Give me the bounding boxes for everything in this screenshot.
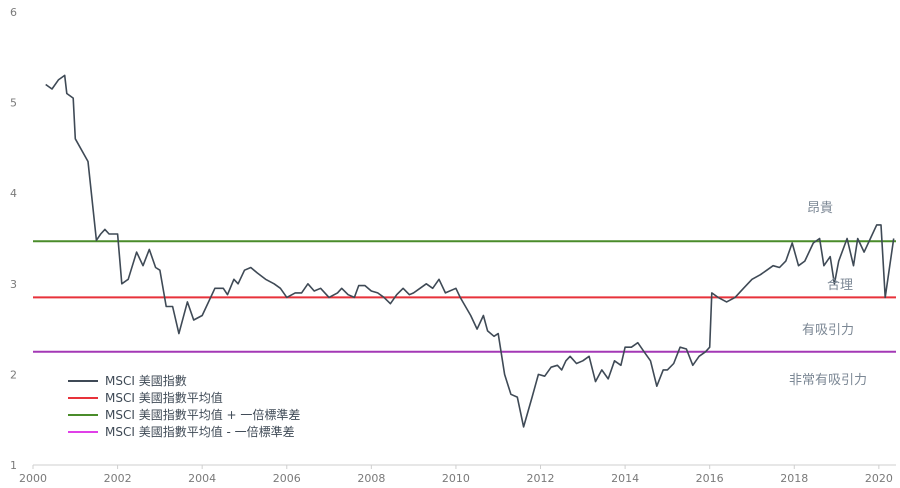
legend-label: MSCI 美國指數平均值 + 一倍標準差 xyxy=(105,407,300,422)
x-tick-label: 2010 xyxy=(442,472,470,485)
series-line xyxy=(45,74,895,428)
x-tick-label: 2020 xyxy=(865,472,893,485)
zone-label: 有吸引力 xyxy=(802,323,854,338)
y-tick-label: 5 xyxy=(10,97,17,110)
series-layer xyxy=(45,74,895,428)
legend-label: MSCI 美國指數平均值 xyxy=(105,390,223,405)
y-tick-label: 2 xyxy=(10,368,17,381)
x-tick-label: 2004 xyxy=(188,472,216,485)
x-tick-label: 2018 xyxy=(780,472,808,485)
x-tick-label: 2002 xyxy=(104,472,132,485)
y-tick-label: 3 xyxy=(10,278,17,291)
x-tick-label: 2006 xyxy=(273,472,301,485)
x-tick-label: 2000 xyxy=(19,472,47,485)
x-tick-label: 2008 xyxy=(357,472,385,485)
legend-label: MSCI 美國指數 xyxy=(105,373,187,388)
reference-lines xyxy=(33,240,896,353)
zone-label: 合理 xyxy=(827,278,853,293)
x-tick-label: 2016 xyxy=(696,472,724,485)
y-tick-label: 4 xyxy=(10,187,17,200)
y-tick-label: 6 xyxy=(10,6,17,19)
x-tick-label: 2012 xyxy=(527,472,555,485)
zone-label: 昂貴 xyxy=(807,201,833,216)
y-tick-label: 1 xyxy=(10,459,17,472)
x-tick-label: 2014 xyxy=(611,472,639,485)
legend-label: MSCI 美國指數平均值 - 一倍標準差 xyxy=(105,424,295,439)
axes: 2000 2002 2004 2006 2008 2010 2012 2014 2016 2018… xyxy=(10,6,896,485)
legend: MSCI 美國指數 MSCI 美國指數平均值 MSCI 美國指數平均值 + 一倍標準… xyxy=(68,373,300,439)
zone-label: 非常有吸引力 xyxy=(789,373,867,388)
